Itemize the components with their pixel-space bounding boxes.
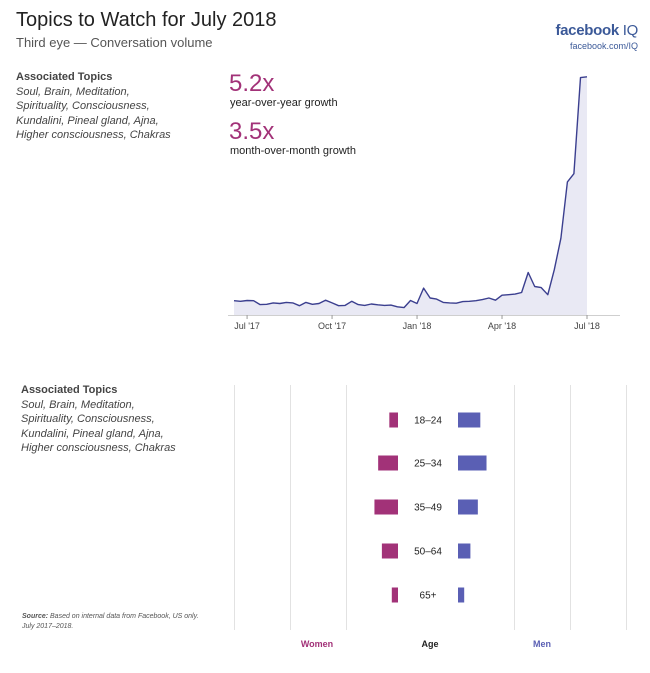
women-bar <box>391 587 398 603</box>
topics-line: Soul, Brain, Meditation, <box>16 86 130 98</box>
legend-men: Men <box>533 639 551 649</box>
yoy-growth-value: 5.2x <box>229 70 275 97</box>
page-title: Topics to Watch for July 2018 <box>16 9 277 31</box>
brand-name: facebook <box>555 22 619 39</box>
source-line: Source: Based on internal data from Face… <box>22 612 199 622</box>
x-tick-label: Jul '18 <box>574 321 600 331</box>
men-bar <box>458 543 471 559</box>
topics-heading: Associated Topics <box>21 384 118 396</box>
volume-line <box>233 76 588 309</box>
women-bar <box>381 543 398 559</box>
age-group-label: 18–24 <box>414 416 442 427</box>
x-tick-label: Jan '18 <box>403 321 432 331</box>
topics-line: Kundalini, Pineal gland, Ajna, <box>16 114 159 127</box>
x-tick-label: Jul '17 <box>234 321 260 331</box>
men-bar <box>458 455 487 471</box>
men-bar <box>458 587 465 603</box>
age-group-label: 35–49 <box>414 503 442 514</box>
women-bar <box>378 455 398 471</box>
topics-line: Soul, Brain, Meditation, <box>21 399 135 411</box>
x-tick-label: Oct '17 <box>318 321 346 331</box>
women-bar <box>389 412 398 428</box>
legend-women: Women <box>301 639 333 649</box>
topics-list: Soul, Brain, Meditation, Spirituality, C… <box>21 398 211 456</box>
topics-line: Kundalini, Pineal gland, Ajna, <box>21 427 164 440</box>
topics-line: Higher consciousness, Chakras <box>21 442 176 455</box>
age-group-label: 65+ <box>420 591 437 602</box>
brand-wordmark: facebook IQ <box>555 22 638 39</box>
volume-area <box>234 76 587 315</box>
source-label: Source: <box>22 613 49 620</box>
brand-logo: facebook IQ facebook.com/IQ <box>555 22 638 51</box>
topics-line: Spirituality, Consciousness, <box>16 100 150 113</box>
associated-topics-bottom: Associated Topics Soul, Brain, Meditatio… <box>21 384 211 456</box>
men-bar <box>458 412 481 428</box>
women-bar <box>374 499 398 515</box>
topics-line: Spirituality, Consciousness, <box>21 413 155 426</box>
topics-list: Soul, Brain, Meditation, Spirituality, C… <box>16 85 206 143</box>
mom-growth-value: 3.5x <box>229 118 275 145</box>
source-note: Source: Based on internal data from Face… <box>22 612 199 632</box>
legend-age: Age <box>421 639 438 649</box>
page-subtitle: Third eye — Conversation volume <box>16 35 213 50</box>
source-text: Based on internal data from Facebook, US… <box>48 613 199 620</box>
source-date: July 2017–2018. <box>22 623 74 630</box>
age-group-label: 25–34 <box>414 459 442 470</box>
topics-heading: Associated Topics <box>16 71 113 83</box>
conversation-volume-chart: Jul '17 Oct '17 Jan '18 Apr '18 Jul '18 <box>228 76 620 331</box>
men-bar <box>458 499 478 515</box>
age-group-label: 50–64 <box>414 547 442 558</box>
topics-line: Higher consciousness, Chakras <box>16 129 171 142</box>
x-tick-label: Apr '18 <box>488 321 516 331</box>
brand-url: facebook.com/IQ <box>569 41 638 51</box>
mom-growth-label: month-over-month growth <box>230 145 356 157</box>
age-gender-chart: 18–24 25–34 35–49 50–64 65+ Women Age Men <box>234 385 627 649</box>
yoy-growth-label: year-over-year growth <box>230 97 338 109</box>
associated-topics-top: Associated Topics Soul, Brain, Meditatio… <box>16 71 206 143</box>
brand-suffix: IQ <box>618 22 639 39</box>
